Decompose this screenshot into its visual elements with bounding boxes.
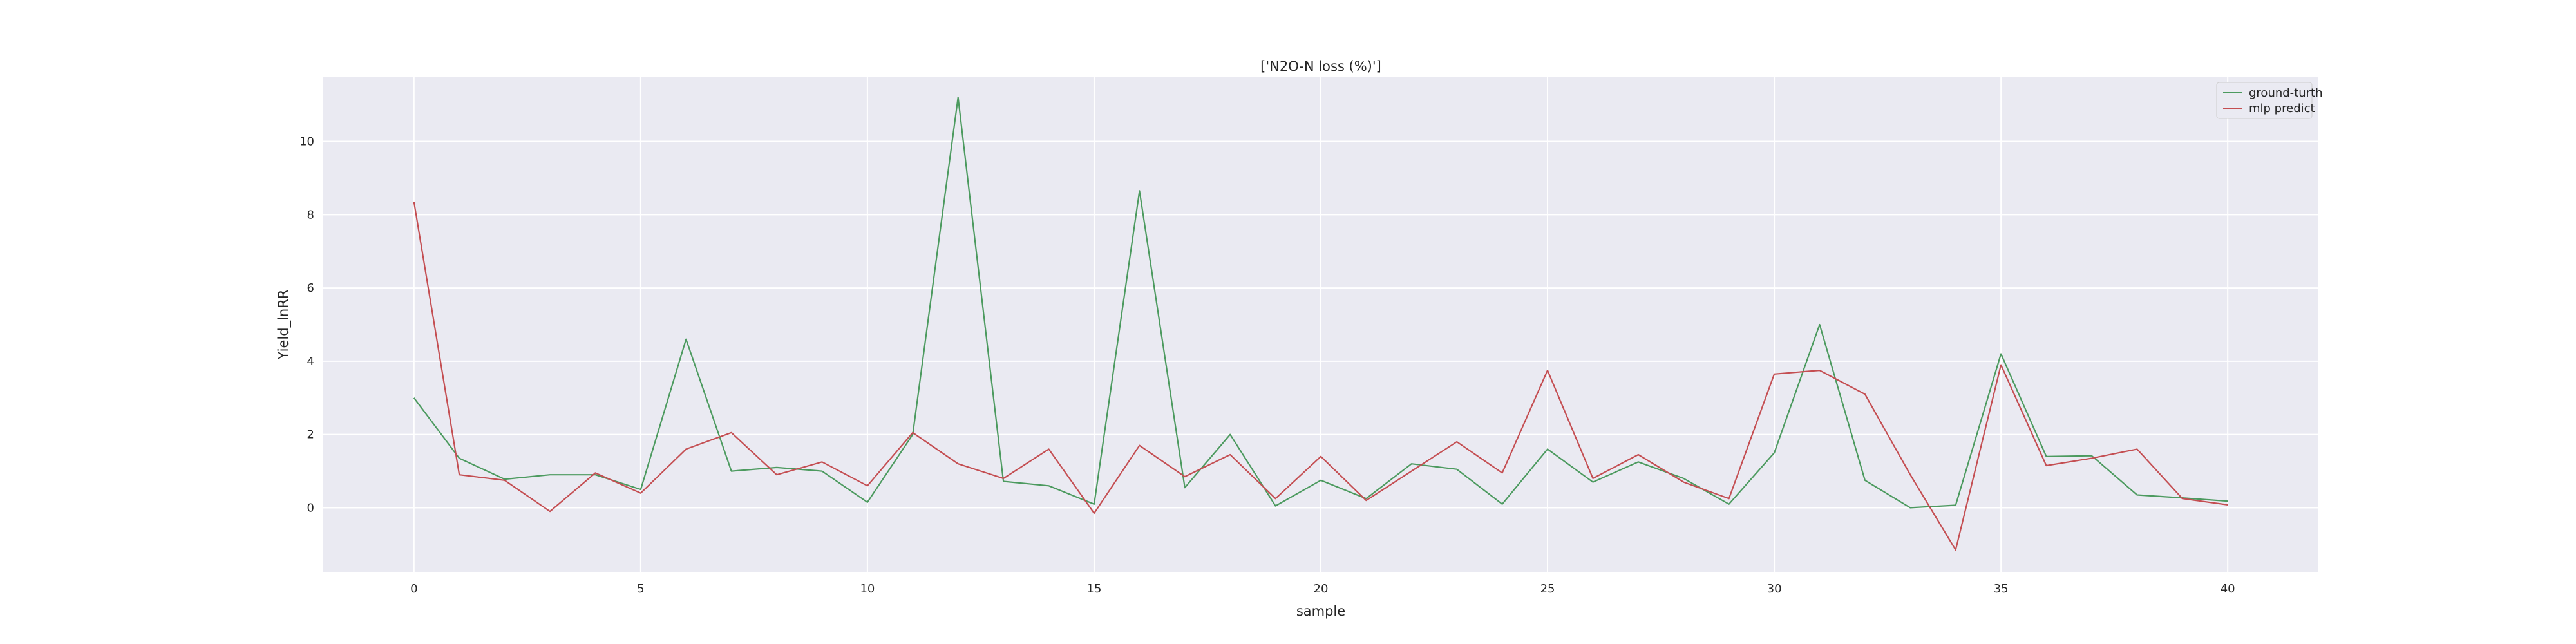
legend-box bbox=[2216, 82, 2313, 119]
y-tick-label: 8 bbox=[307, 208, 314, 222]
x-axis-title: sample bbox=[1296, 603, 1345, 619]
x-tick-label: 25 bbox=[1540, 582, 1555, 596]
y-tick-label: 2 bbox=[307, 428, 314, 442]
legend-label-mlp-predict: mlp predict bbox=[2249, 102, 2315, 115]
series-lines bbox=[413, 97, 2228, 551]
series-line-ground-turth bbox=[413, 97, 2228, 509]
y-tick-label: 0 bbox=[307, 501, 314, 515]
y-tick-label: 10 bbox=[299, 135, 314, 149]
grid-lines bbox=[323, 77, 2318, 572]
x-tick-label: 5 bbox=[637, 582, 644, 596]
series-line-mlp-predict bbox=[413, 202, 2228, 551]
x-tick-label: 10 bbox=[860, 582, 875, 596]
x-tick-label: 30 bbox=[1767, 582, 1782, 596]
x-tick-label: 35 bbox=[1994, 582, 2009, 596]
legend-label-ground-truth: ground-turth bbox=[2249, 86, 2323, 100]
y-tick-label: 4 bbox=[307, 355, 314, 368]
x-tick-label: 40 bbox=[2221, 582, 2235, 596]
x-tick-label: 20 bbox=[1314, 582, 1329, 596]
x-tick-label: 0 bbox=[410, 582, 417, 596]
y-axis-title: Yield_lnRR bbox=[276, 290, 292, 361]
chart-title: ['N2O-N loss (%)'] bbox=[1260, 59, 1381, 74]
x-tick-label: 15 bbox=[1087, 582, 1102, 596]
tick-labels: 0 5 10 15 20 25 30 35 40 0 2 4 6 8 10 bbox=[299, 135, 2235, 596]
y-tick-label: 6 bbox=[307, 281, 314, 295]
legend: ground-turth mlp predict bbox=[2216, 82, 2323, 119]
